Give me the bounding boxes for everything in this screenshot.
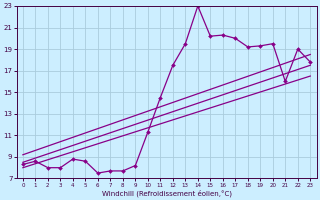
X-axis label: Windchill (Refroidissement éolien,°C): Windchill (Refroidissement éolien,°C)	[101, 189, 232, 197]
